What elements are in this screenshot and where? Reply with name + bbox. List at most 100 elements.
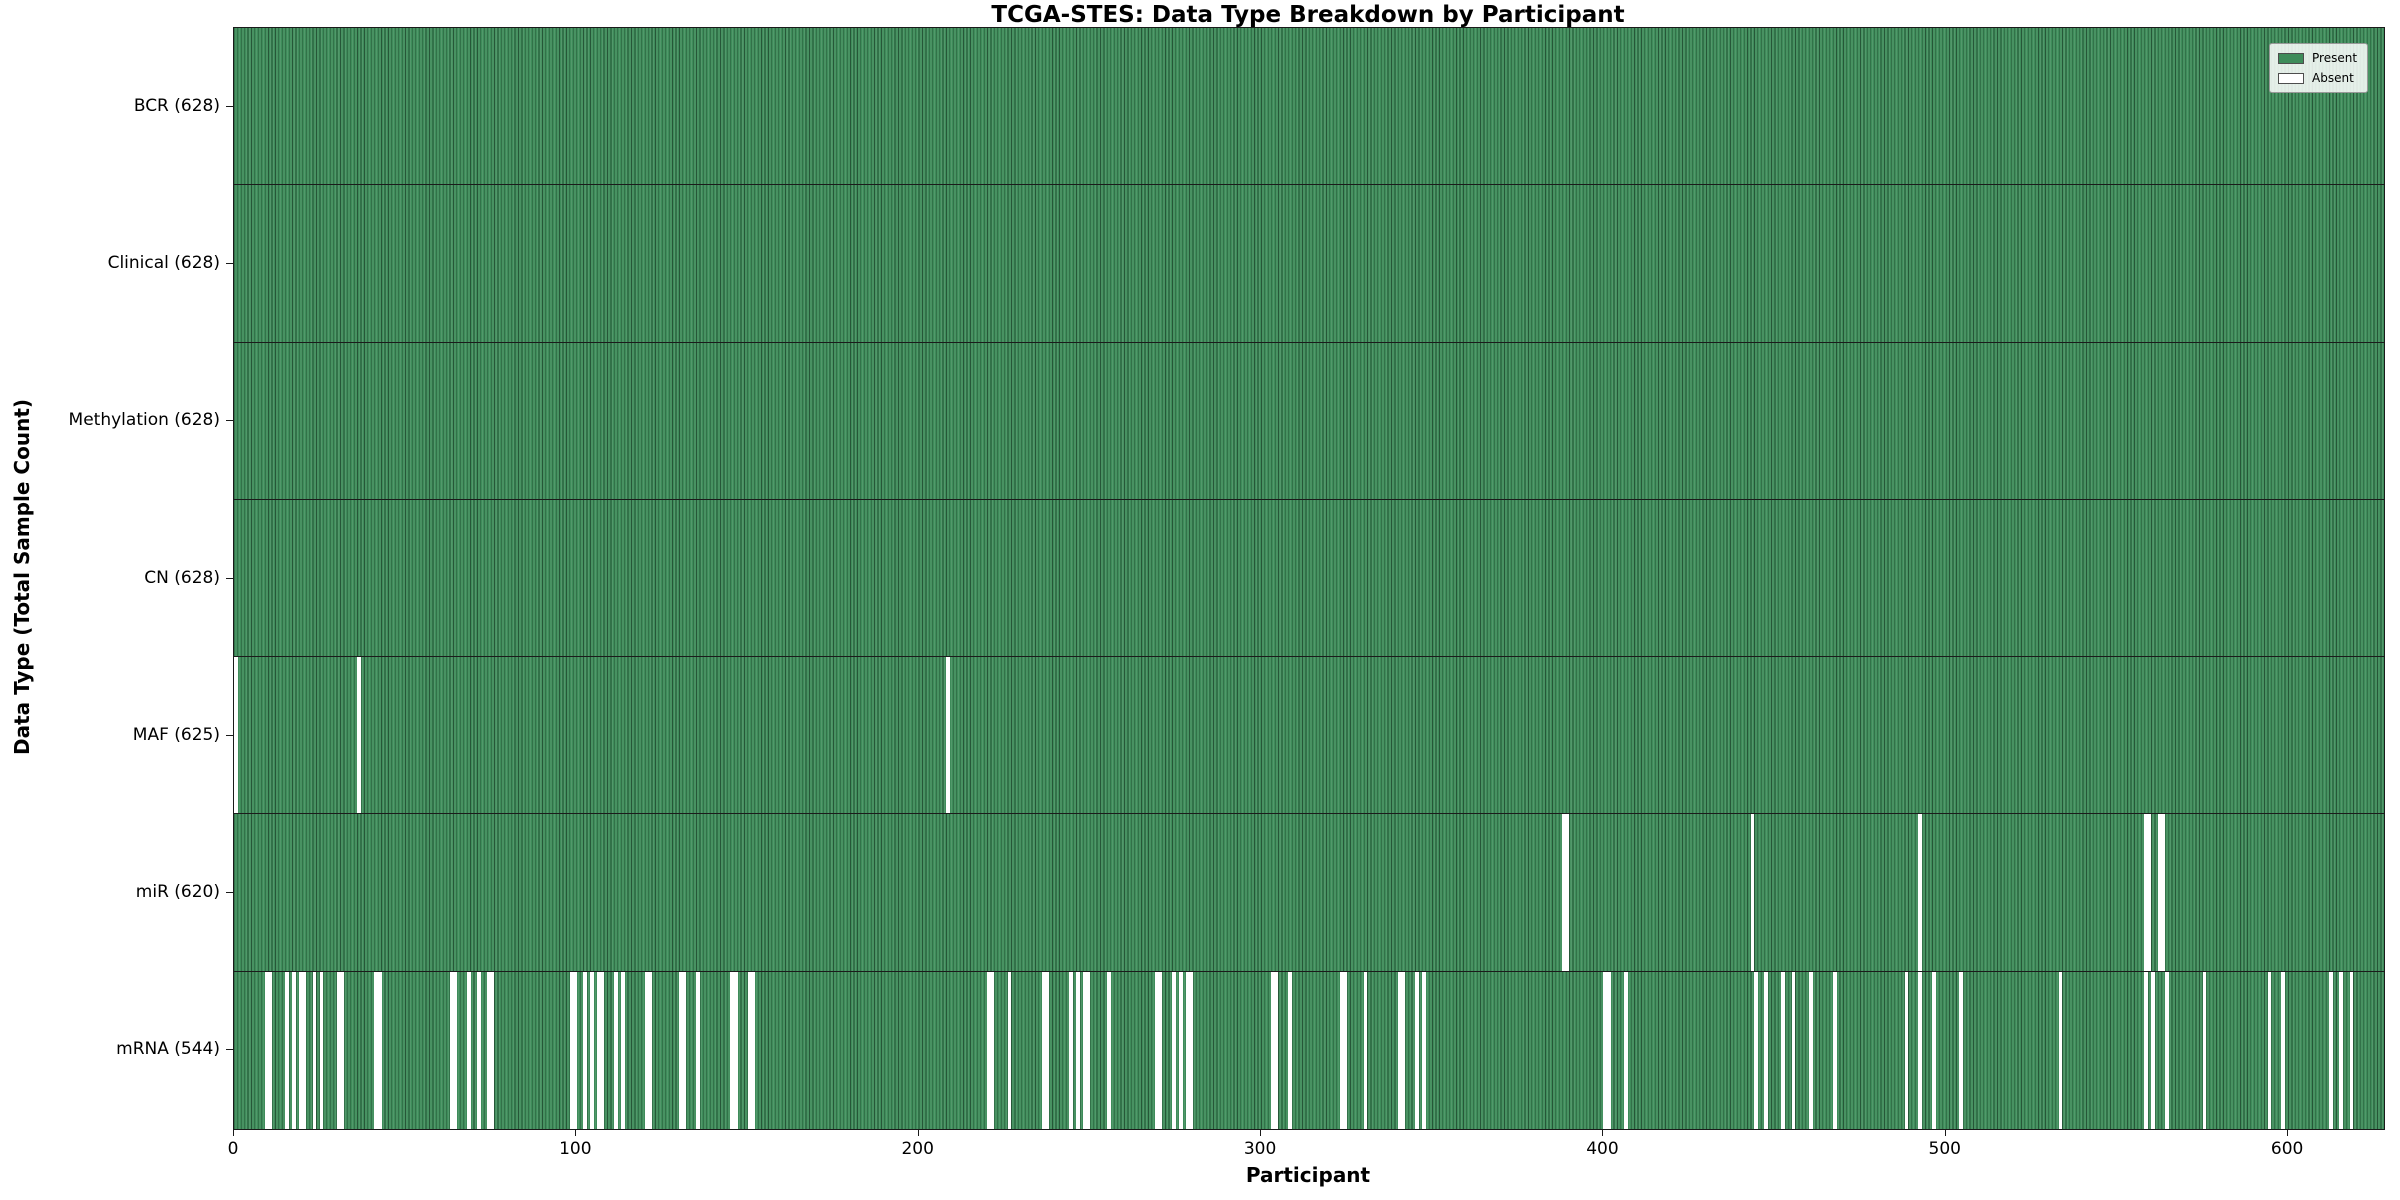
absent-gap — [1274, 971, 1279, 1129]
y-tick-label: miR (620) — [135, 882, 220, 903]
absent-gap — [1007, 971, 1012, 1129]
absent-gap — [319, 971, 324, 1129]
absent-gap — [644, 971, 649, 1129]
heatmap-row — [234, 499, 2384, 658]
absent-gap — [1606, 971, 1611, 1129]
absent-gap — [2058, 971, 2063, 1129]
x-tick-mark — [575, 1129, 577, 1136]
y-tick-mark — [226, 577, 233, 579]
y-tick-label: CN (628) — [144, 567, 220, 588]
heatmap-row — [234, 185, 2384, 343]
absent-gap — [1158, 971, 1163, 1129]
legend-entry-present: Present — [2278, 51, 2357, 65]
y-tick-mark — [226, 105, 233, 107]
x-tick-mark — [233, 1129, 234, 1136]
absent-gap — [1172, 971, 1176, 1129]
absent-gap — [596, 971, 601, 1129]
absent-gap — [682, 971, 687, 1129]
x-tick-mark — [917, 1129, 919, 1136]
heatmap-row — [234, 28, 2384, 186]
absent-gap — [453, 971, 457, 1129]
absent-gap — [1154, 971, 1159, 1129]
absent-gap — [312, 971, 317, 1129]
x-tick-label: 200 — [901, 1139, 934, 1159]
absent-gap — [1185, 971, 1190, 1129]
plot-area — [233, 27, 2385, 1130]
y-tick-label: mRNA (544) — [116, 1039, 220, 1060]
x-tick-label: 500 — [1928, 1139, 1962, 1159]
legend-label-absent: Absent — [2312, 71, 2354, 85]
absent-gap — [1791, 971, 1796, 1129]
absent-gap — [336, 971, 341, 1129]
absent-gap — [1754, 971, 1758, 1129]
heatmap-row — [234, 971, 2384, 1129]
absent-gap — [2147, 814, 2152, 971]
x-tick-mark — [2287, 1129, 2289, 1136]
absent-gap — [590, 971, 594, 1129]
x-tick-mark — [1602, 1129, 1604, 1136]
absent-gap — [2281, 971, 2285, 1129]
absent-gap — [1832, 971, 1837, 1129]
absent-gap — [696, 971, 700, 1129]
absent-gap — [2339, 971, 2344, 1129]
absent-gap — [2202, 971, 2207, 1129]
absent-gap — [2164, 971, 2169, 1129]
chart-title: TCGA-STES: Data Type Breakdown by Partic… — [991, 2, 1625, 28]
absent-gap — [750, 971, 755, 1129]
absent-gap — [2329, 971, 2333, 1129]
legend: Present Absent — [2269, 43, 2369, 93]
absent-gap — [1781, 971, 1786, 1129]
heatmap-row — [234, 342, 2384, 500]
absent-gap — [1107, 971, 1111, 1129]
absent-gap — [990, 971, 995, 1129]
absent-gap — [733, 971, 738, 1129]
absent-gap — [620, 971, 625, 1129]
absent-gap — [374, 971, 379, 1129]
x-tick-mark — [1260, 1129, 1262, 1136]
absent-gap — [569, 971, 574, 1129]
absent-gap — [1288, 971, 1293, 1129]
x-tick-label: 300 — [1243, 1139, 1277, 1159]
absent-gap — [1750, 814, 1755, 971]
absent-gap — [1401, 971, 1406, 1129]
x-tick-label: 0 — [227, 1139, 239, 1159]
present-swatch-icon — [2278, 52, 2304, 64]
absent-gap — [1076, 971, 1080, 1129]
absent-gap — [679, 971, 683, 1129]
x-tick-mark — [1944, 1129, 1946, 1136]
absent-gap — [572, 971, 577, 1129]
absent-gap — [1764, 971, 1769, 1129]
absent-gap — [1904, 971, 1909, 1129]
absent-gap — [264, 971, 269, 1129]
y-tick-mark — [226, 1049, 233, 1051]
absent-gap — [2144, 814, 2149, 971]
heatmap-row — [234, 814, 2384, 972]
absent-gap — [1603, 971, 1608, 1129]
absent-gap — [490, 971, 495, 1129]
absent-gap — [614, 971, 618, 1129]
y-tick-label: Clinical (628) — [107, 252, 220, 273]
y-tick-mark — [226, 892, 233, 894]
absent-gap — [357, 657, 361, 814]
x-axis-label: Participant — [1245, 1163, 1371, 1187]
legend-label-present: Present — [2312, 51, 2358, 65]
legend-entry-absent: Absent — [2278, 71, 2357, 85]
absent-gap — [648, 971, 652, 1129]
absent-gap — [1271, 971, 1276, 1129]
absent-swatch-icon — [2278, 72, 2304, 84]
absent-gap — [1415, 971, 1419, 1129]
y-tick-label: MAF (625) — [132, 724, 220, 745]
absent-gap — [1339, 971, 1344, 1129]
absent-gap — [1918, 814, 1923, 971]
absent-gap — [946, 657, 950, 814]
absent-gap — [1041, 971, 1046, 1129]
absent-gap — [1932, 971, 1936, 1129]
absent-gap — [600, 971, 605, 1129]
absent-gap — [1086, 971, 1091, 1129]
absent-gap — [2158, 814, 2162, 971]
absent-gap — [1398, 971, 1402, 1129]
absent-gap — [1421, 971, 1426, 1129]
absent-gap — [1343, 971, 1347, 1129]
absent-gap — [449, 971, 454, 1129]
